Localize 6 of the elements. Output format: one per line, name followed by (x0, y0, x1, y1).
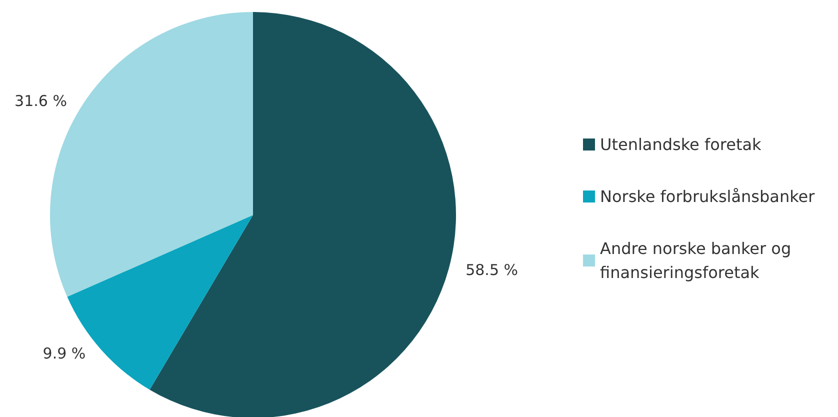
data-label: 9.9 % (42, 344, 86, 363)
legend-label: Norske forbrukslånsbanker (600, 187, 816, 206)
data-label: 31.6 % (14, 92, 67, 110)
data-label: 58.5 % (466, 261, 518, 280)
legend-label: Utenlandske foretak (600, 135, 762, 154)
legend-label: Andre norske banker og finansieringsforetak (600, 239, 796, 282)
